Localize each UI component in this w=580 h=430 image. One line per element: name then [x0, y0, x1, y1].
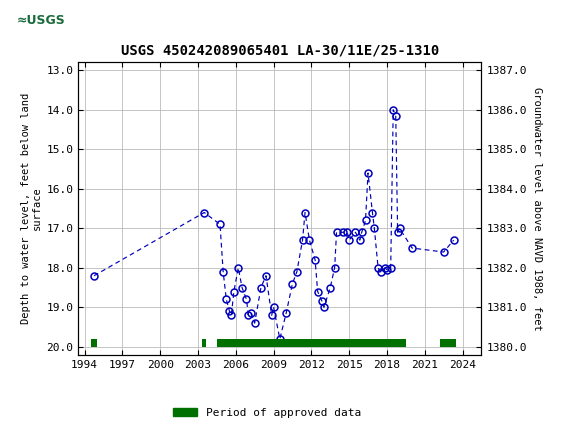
Y-axis label: Groundwater level above NAVD 1988, feet: Groundwater level above NAVD 1988, feet — [532, 87, 542, 330]
Title: USGS 450242089065401 LA-30/11E/25-1310: USGS 450242089065401 LA-30/11E/25-1310 — [121, 43, 439, 57]
Text: ≈USGS: ≈USGS — [16, 13, 65, 27]
Y-axis label: Depth to water level, feet below land
surface: Depth to water level, feet below land su… — [21, 93, 42, 324]
Legend: Period of approved data: Period of approved data — [168, 403, 365, 422]
Bar — [3, 2, 78, 38]
